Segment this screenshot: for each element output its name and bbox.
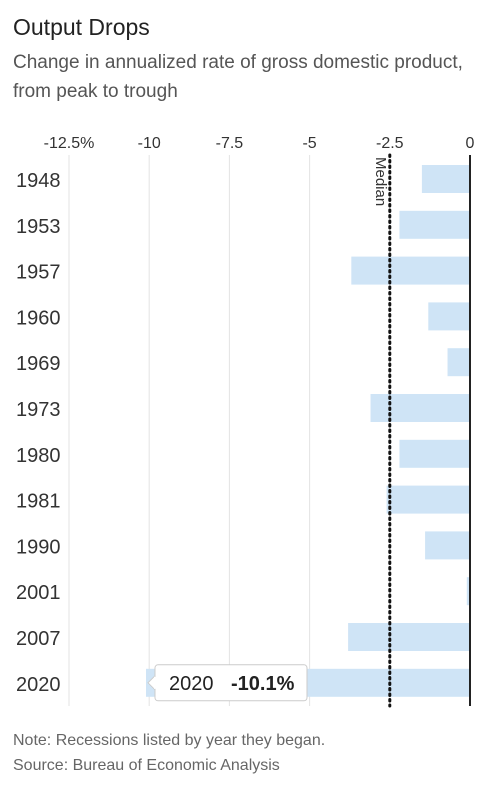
bar xyxy=(466,577,470,606)
x-tick-label: -12.5% xyxy=(44,135,95,152)
chart-footer: Note: Recessions listed by year they beg… xyxy=(13,728,325,778)
category-label: 1948 xyxy=(16,170,61,192)
category-label: 1969 xyxy=(16,353,61,375)
category-label: 2001 xyxy=(16,582,61,604)
bar xyxy=(425,531,470,560)
chart-subtitle: Change in annualized rate of gross domes… xyxy=(13,52,463,102)
bar xyxy=(351,256,470,285)
bar xyxy=(399,439,470,468)
x-tick-label: -5 xyxy=(302,135,316,152)
x-tick-label: -7.5 xyxy=(216,135,244,152)
bar xyxy=(399,210,470,239)
tooltip-value: -10.1% xyxy=(231,673,295,695)
median-label: Median xyxy=(372,157,389,206)
category-label: 2007 xyxy=(16,628,61,650)
source-text: Source: Bureau of Economic Analysis xyxy=(13,757,280,774)
bar xyxy=(370,394,470,422)
x-tick-label: -2.5 xyxy=(376,135,404,152)
tooltip-year: 2020 xyxy=(169,673,214,695)
bar xyxy=(386,485,470,514)
category-label: 1973 xyxy=(16,399,61,421)
x-tick-label: -10 xyxy=(138,135,161,152)
category-label: 1980 xyxy=(16,445,61,467)
category-label: 1960 xyxy=(16,307,61,329)
bar xyxy=(421,165,470,193)
category-label: 1990 xyxy=(16,536,61,558)
x-tick-label: 0 xyxy=(466,135,475,152)
chart-title: Output Drops xyxy=(13,14,150,40)
category-label: 1957 xyxy=(16,262,61,284)
bar xyxy=(348,623,470,651)
note-text: Note: Recessions listed by year they beg… xyxy=(13,732,326,749)
category-label: 2020 xyxy=(16,674,61,696)
category-label: 1981 xyxy=(16,491,61,513)
bar xyxy=(428,302,470,331)
bar xyxy=(447,348,470,377)
category-label: 1953 xyxy=(16,216,61,238)
tooltip-pointer xyxy=(147,675,156,691)
